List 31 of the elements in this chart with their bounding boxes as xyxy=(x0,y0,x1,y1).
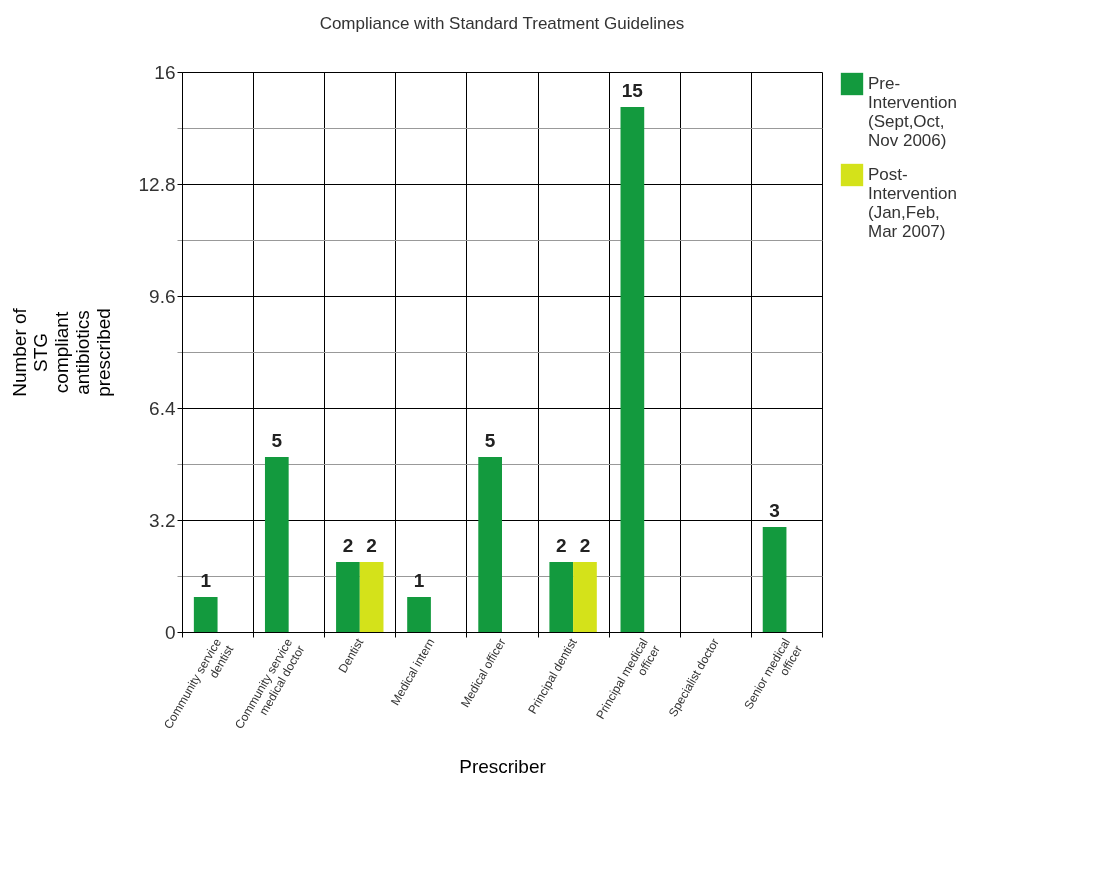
y-tick-label: 3.2 xyxy=(149,509,176,531)
bar xyxy=(478,457,502,632)
bar xyxy=(336,562,360,632)
legend-label: Post-Intervention (Jan,Feb, Mar 2007) xyxy=(868,165,957,241)
data-label: 3 xyxy=(769,500,780,521)
data-label: 2 xyxy=(579,535,591,556)
data-label: 2 xyxy=(555,535,567,556)
data-label: 2 xyxy=(366,535,377,556)
bar xyxy=(193,597,218,632)
data-label: 5 xyxy=(271,430,283,451)
bar xyxy=(620,107,645,632)
x-axis-title: Prescriber xyxy=(459,755,547,777)
data-label: 5 xyxy=(484,430,496,451)
bar xyxy=(762,527,787,632)
y-tick-label: 12.8 xyxy=(138,173,176,195)
data-label: 2 xyxy=(342,535,354,556)
data-label: 1 xyxy=(413,570,425,591)
bar xyxy=(549,562,574,632)
bar xyxy=(407,597,431,632)
y-axis-title: Number of STG compliant antibiotics prescribed xyxy=(8,307,114,397)
data-label: 1 xyxy=(200,570,212,591)
bar xyxy=(359,562,384,632)
y-tick-label: 6.4 xyxy=(149,397,176,419)
legend-label: Pre-Intervention (Sept,Oct, Nov 2006) xyxy=(868,74,957,150)
chart-title: Compliance with Standard Treatment Guidelines xyxy=(319,14,685,33)
y-tick-label: 16 xyxy=(154,61,176,83)
y-tick-label: 0 xyxy=(164,621,176,643)
bar xyxy=(264,457,289,632)
bar xyxy=(573,562,597,632)
y-tick-label: 9.6 xyxy=(149,285,176,307)
data-label: 15 xyxy=(621,80,644,101)
